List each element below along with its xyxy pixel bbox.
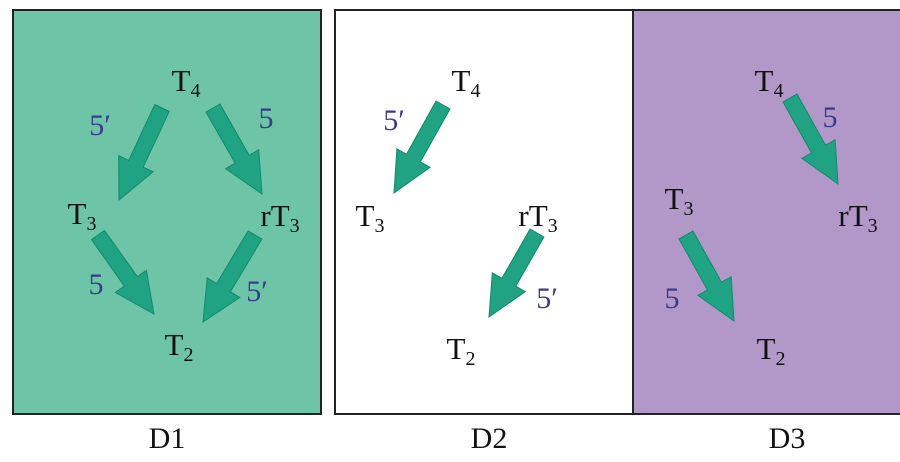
node-rt3: rT3 [260,198,300,237]
node-t4: T4 [451,63,481,102]
node-rt3: rT3 [518,198,558,237]
rate-label: 5 [258,102,274,135]
arrows-d1 [90,103,263,324]
node-t3: T3 [355,198,385,237]
arrow-t3-to-t2 [90,229,155,315]
rate-label: 5 [822,101,838,134]
node-t2: T2 [164,327,194,366]
node-t2: T2 [756,331,786,370]
arrow-t4-to-rt3 [205,103,263,196]
rate-label: 5 [664,282,680,315]
panel-d2: T4 T3 rT3 T2 5′ 5′ [334,9,644,415]
arrow-t4-to-t3 [393,100,451,195]
arrow-rt3-to-t2 [488,228,545,319]
caption-d2: D2 [470,422,508,455]
panel-d1: T4 T3 rT3 T2 5′ 5 5 5′ [12,9,322,415]
arrow-rt3-to-t2 [202,230,263,324]
node-t3: T3 [67,196,97,235]
node-t2: T2 [446,331,476,370]
rate-label: 5′ [383,104,405,137]
node-t4: T4 [171,63,201,102]
caption-d3: D3 [768,422,806,455]
arrows-d2 [393,100,545,319]
node-t4: T4 [754,63,784,102]
rate-label: 5′ [536,282,558,315]
node-rt3: rT3 [838,198,878,237]
caption-d1: D1 [148,422,186,455]
node-t3: T3 [664,181,694,220]
arrows-d3 [678,93,839,323]
rate-label: 5′ [246,275,268,308]
rate-label: 5 [88,268,104,301]
arrow-t4-to-t3 [118,103,170,202]
arrow-t3-to-t2 [678,230,735,323]
panel-d3: T4 T3 rT3 T2 5 5 [632,9,900,415]
rate-label: 5′ [89,109,111,142]
arrow-t4-to-rt3 [782,93,839,186]
